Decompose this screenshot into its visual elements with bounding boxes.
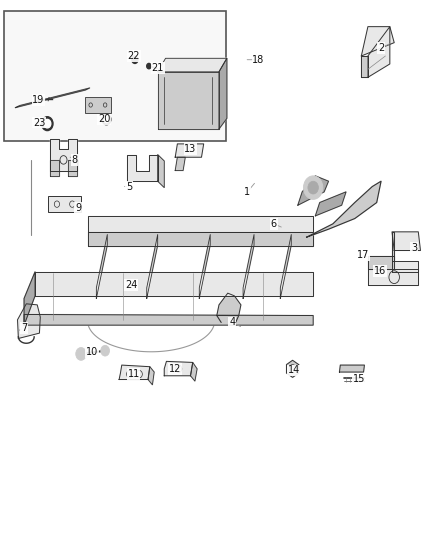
Polygon shape — [127, 155, 158, 181]
Polygon shape — [280, 235, 291, 298]
Polygon shape — [392, 232, 394, 261]
Text: 7: 7 — [21, 323, 27, 333]
Text: 9: 9 — [75, 203, 81, 213]
Polygon shape — [392, 261, 418, 272]
Text: 3: 3 — [411, 243, 417, 253]
Bar — [48, 196, 81, 212]
Circle shape — [76, 348, 86, 360]
Polygon shape — [361, 56, 368, 77]
Text: 20: 20 — [98, 115, 110, 124]
Polygon shape — [315, 192, 346, 216]
Bar — [4, 11, 226, 141]
Polygon shape — [368, 256, 394, 269]
Polygon shape — [392, 232, 420, 251]
Polygon shape — [243, 235, 254, 298]
Polygon shape — [35, 272, 313, 296]
Polygon shape — [148, 367, 154, 385]
Text: 17: 17 — [357, 250, 369, 260]
Polygon shape — [298, 176, 328, 205]
Polygon shape — [96, 235, 107, 298]
Polygon shape — [175, 157, 185, 171]
Polygon shape — [217, 293, 241, 316]
Polygon shape — [147, 235, 158, 298]
Text: 11: 11 — [127, 369, 140, 379]
Circle shape — [308, 181, 318, 194]
Text: 18: 18 — [252, 55, 265, 64]
Polygon shape — [158, 58, 227, 72]
Polygon shape — [368, 27, 390, 77]
Text: 23: 23 — [33, 118, 46, 127]
Polygon shape — [158, 155, 164, 188]
Polygon shape — [164, 361, 193, 376]
Text: 14: 14 — [288, 366, 300, 375]
Circle shape — [304, 176, 323, 199]
Polygon shape — [50, 139, 77, 171]
Text: 15: 15 — [353, 375, 365, 384]
Polygon shape — [307, 181, 381, 237]
Text: 8: 8 — [71, 155, 78, 165]
Polygon shape — [18, 304, 40, 338]
Text: 12: 12 — [169, 364, 181, 374]
Text: 19: 19 — [32, 95, 45, 105]
Text: 24: 24 — [125, 280, 138, 290]
Circle shape — [132, 56, 138, 63]
Polygon shape — [191, 362, 197, 381]
Circle shape — [104, 116, 109, 123]
Polygon shape — [68, 160, 77, 176]
Text: 1: 1 — [244, 187, 251, 197]
Circle shape — [147, 63, 151, 69]
Bar — [85, 97, 111, 113]
Text: 21: 21 — [152, 63, 164, 73]
Text: 5: 5 — [126, 182, 132, 191]
Polygon shape — [175, 144, 204, 157]
Circle shape — [42, 117, 53, 131]
Polygon shape — [88, 232, 313, 246]
Polygon shape — [24, 314, 313, 325]
Text: 6: 6 — [271, 219, 277, 229]
Text: 16: 16 — [374, 266, 386, 276]
Circle shape — [102, 114, 111, 125]
Polygon shape — [368, 269, 418, 285]
Polygon shape — [50, 160, 59, 176]
Circle shape — [101, 345, 110, 356]
Text: 10: 10 — [86, 347, 98, 357]
Polygon shape — [158, 72, 219, 129]
Polygon shape — [339, 365, 364, 372]
Text: 13: 13 — [184, 144, 197, 154]
Polygon shape — [361, 27, 394, 56]
Text: 22: 22 — [127, 51, 140, 61]
Polygon shape — [199, 235, 210, 298]
Text: 2: 2 — [378, 43, 384, 53]
Polygon shape — [88, 216, 313, 232]
Polygon shape — [15, 88, 90, 108]
Polygon shape — [119, 365, 150, 379]
Circle shape — [44, 119, 51, 128]
Polygon shape — [219, 58, 227, 129]
Text: 4: 4 — [229, 318, 235, 327]
Polygon shape — [24, 272, 35, 325]
Polygon shape — [286, 360, 299, 377]
